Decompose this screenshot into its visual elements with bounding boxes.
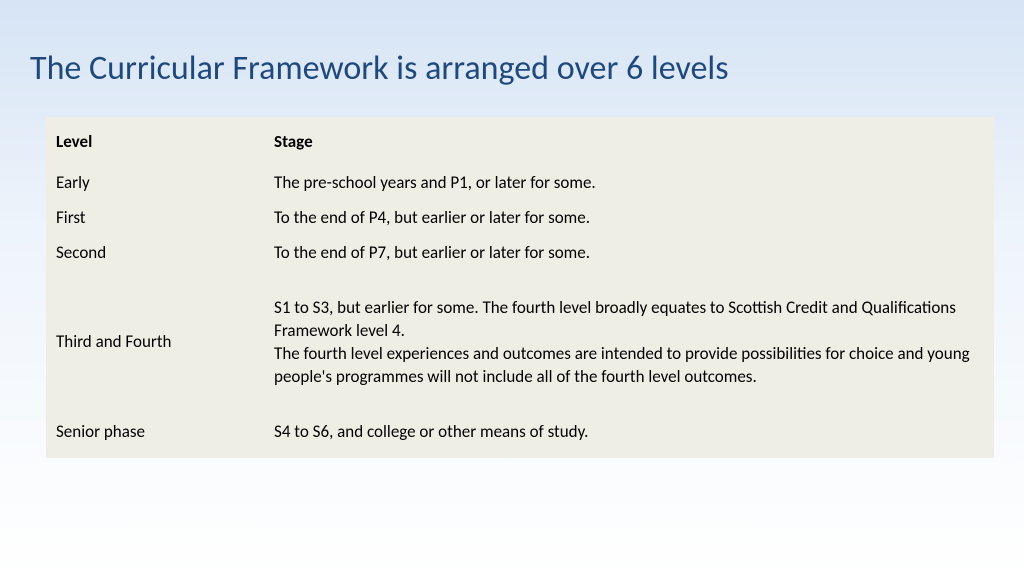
cell-level: Second bbox=[46, 236, 264, 271]
slide-title: The Curricular Framework is arranged ove… bbox=[0, 0, 1024, 107]
levels-table-container: Level Stage Early The pre-school years a… bbox=[46, 117, 994, 458]
cell-stage: The pre-school years and P1, or later fo… bbox=[264, 166, 994, 201]
table-row: Senior phase S4 to S6, and college or ot… bbox=[46, 395, 994, 458]
cell-level: Early bbox=[46, 166, 264, 201]
cell-level: First bbox=[46, 201, 264, 236]
table-header-row: Level Stage bbox=[46, 117, 994, 166]
cell-level: Third and Fourth bbox=[46, 271, 264, 395]
cell-stage: To the end of P4, but earlier or later f… bbox=[264, 201, 994, 236]
cell-level: Senior phase bbox=[46, 395, 264, 458]
cell-stage: S1 to S3, but earlier for some. The four… bbox=[264, 271, 994, 395]
table-row: Third and Fourth S1 to S3, but earlier f… bbox=[46, 271, 994, 395]
levels-table: Level Stage Early The pre-school years a… bbox=[46, 117, 994, 458]
cell-stage: To the end of P7, but earlier or later f… bbox=[264, 236, 994, 271]
table-row: Second To the end of P7, but earlier or … bbox=[46, 236, 994, 271]
col-header-stage: Stage bbox=[264, 117, 994, 166]
table-row: Early The pre-school years and P1, or la… bbox=[46, 166, 994, 201]
cell-stage: S4 to S6, and college or other means of … bbox=[264, 395, 994, 458]
col-header-level: Level bbox=[46, 117, 264, 166]
table-row: First To the end of P4, but earlier or l… bbox=[46, 201, 994, 236]
